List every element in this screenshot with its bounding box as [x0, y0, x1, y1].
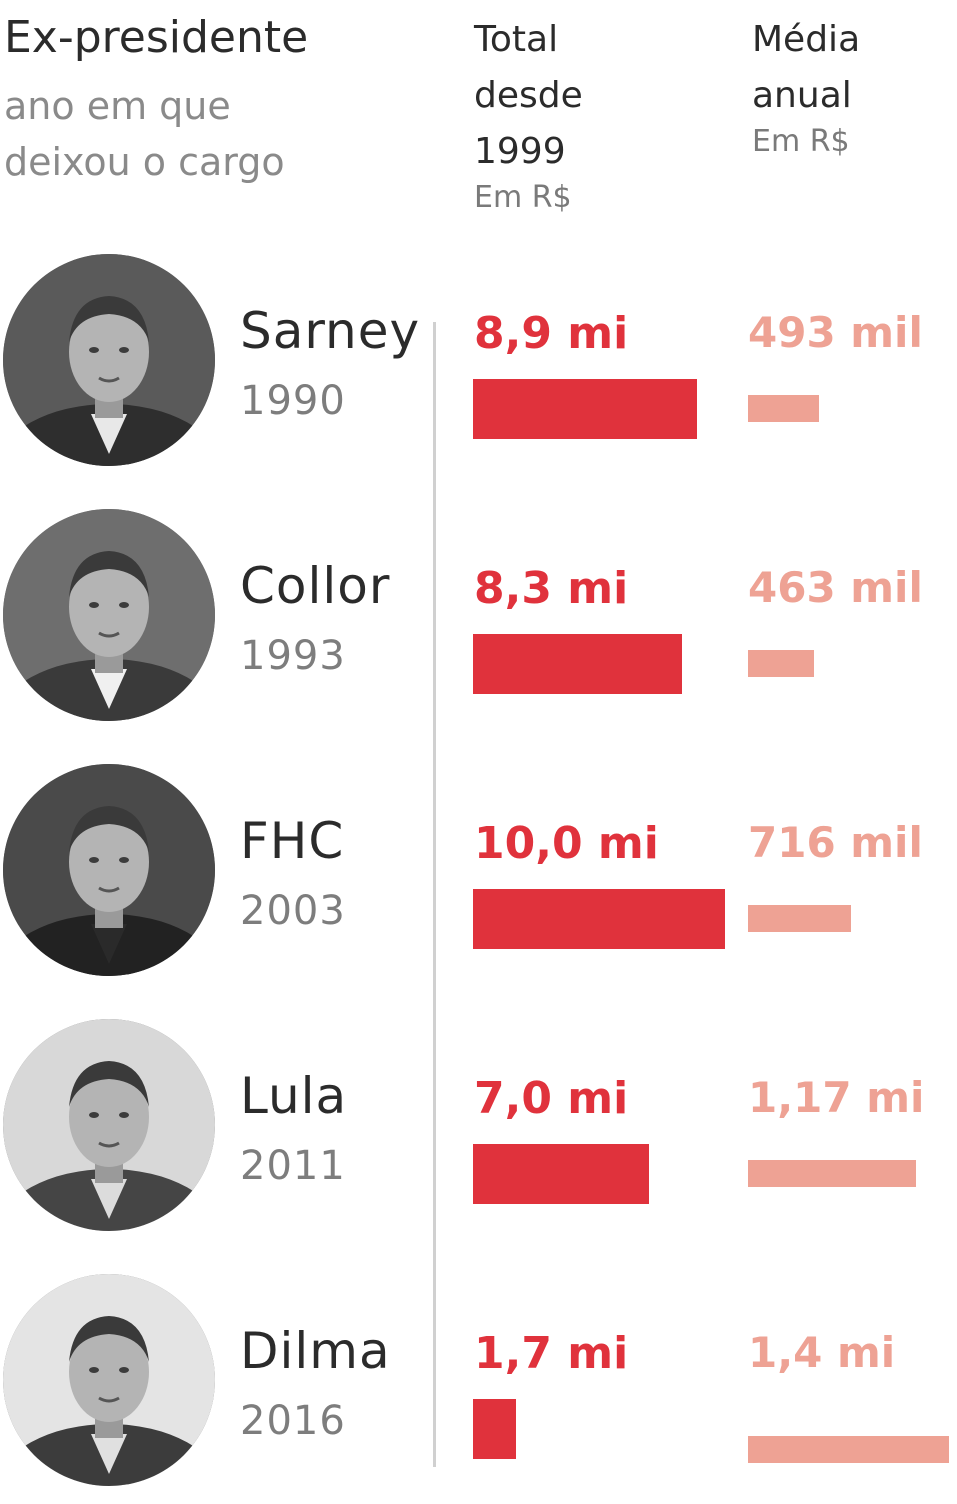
president-row: Dilma 2016 1,7 mi 1,4 mi [0, 1274, 957, 1504]
president-name: Dilma [240, 1322, 391, 1380]
media-bar [748, 650, 814, 677]
president-year: 2011 [240, 1143, 346, 1189]
column-divider [433, 322, 436, 1467]
president-row: Sarney 1990 8,9 mi 493 mil [0, 254, 957, 484]
total-bar [473, 1144, 649, 1204]
president-name: FHC [240, 812, 345, 870]
media-header-line-2: anual [752, 75, 852, 116]
total-value-label: 10,0 mi [474, 818, 659, 869]
column-header-ex-presidente: Ex-presidente [4, 12, 309, 63]
total-bar [473, 379, 697, 439]
total-header-line-3: 1999 [474, 131, 566, 172]
media-bar [748, 1436, 949, 1463]
president-year: 2016 [240, 1398, 346, 1444]
portrait-fhc [3, 764, 215, 976]
media-value-label: 1,4 mi [748, 1328, 896, 1377]
president-year: 1990 [240, 378, 346, 424]
total-value-label: 8,3 mi [474, 563, 629, 614]
president-name: Lula [240, 1067, 348, 1125]
president-row: Lula 2011 7,0 mi 1,17 mi [0, 1019, 957, 1249]
total-unit-label: Em R$ [474, 180, 572, 215]
media-value-label: 1,17 mi [748, 1073, 925, 1122]
column-header-media: Média anual [752, 12, 860, 124]
total-bar [473, 889, 725, 949]
president-year: 1993 [240, 633, 346, 679]
total-header-line-1: Total [474, 19, 559, 60]
president-row: Collor 1993 8,3 mi 463 mil [0, 509, 957, 739]
media-value-label: 463 mil [748, 563, 923, 612]
media-bar [748, 395, 819, 422]
president-name: Sarney [240, 302, 421, 360]
subheader-line-2: deixou o cargo [4, 140, 285, 184]
media-value-label: 493 mil [748, 308, 923, 357]
column-header-total: Total desde 1999 [474, 12, 583, 180]
portrait-lula [3, 1019, 215, 1231]
media-unit-label: Em R$ [752, 124, 850, 159]
president-name: Collor [240, 557, 391, 615]
total-bar [473, 634, 682, 694]
portrait-dilma [3, 1274, 215, 1486]
total-value-label: 8,9 mi [474, 308, 629, 359]
subheader-line-1: ano em que [4, 84, 231, 128]
media-bar [748, 905, 851, 932]
total-header-line-2: desde [474, 75, 583, 116]
president-row: FHC 2003 10,0 mi 716 mil [0, 764, 957, 994]
media-header-line-1: Média [752, 19, 861, 60]
total-value-label: 1,7 mi [474, 1328, 629, 1379]
portrait-collor [3, 509, 215, 721]
total-value-label: 7,0 mi [474, 1073, 629, 1124]
president-year: 2003 [240, 888, 346, 934]
media-value-label: 716 mil [748, 818, 923, 867]
media-bar [748, 1160, 916, 1187]
portrait-sarney [3, 254, 215, 466]
column-subheader: ano em que deixou o cargo [4, 78, 285, 190]
total-bar [473, 1399, 516, 1459]
